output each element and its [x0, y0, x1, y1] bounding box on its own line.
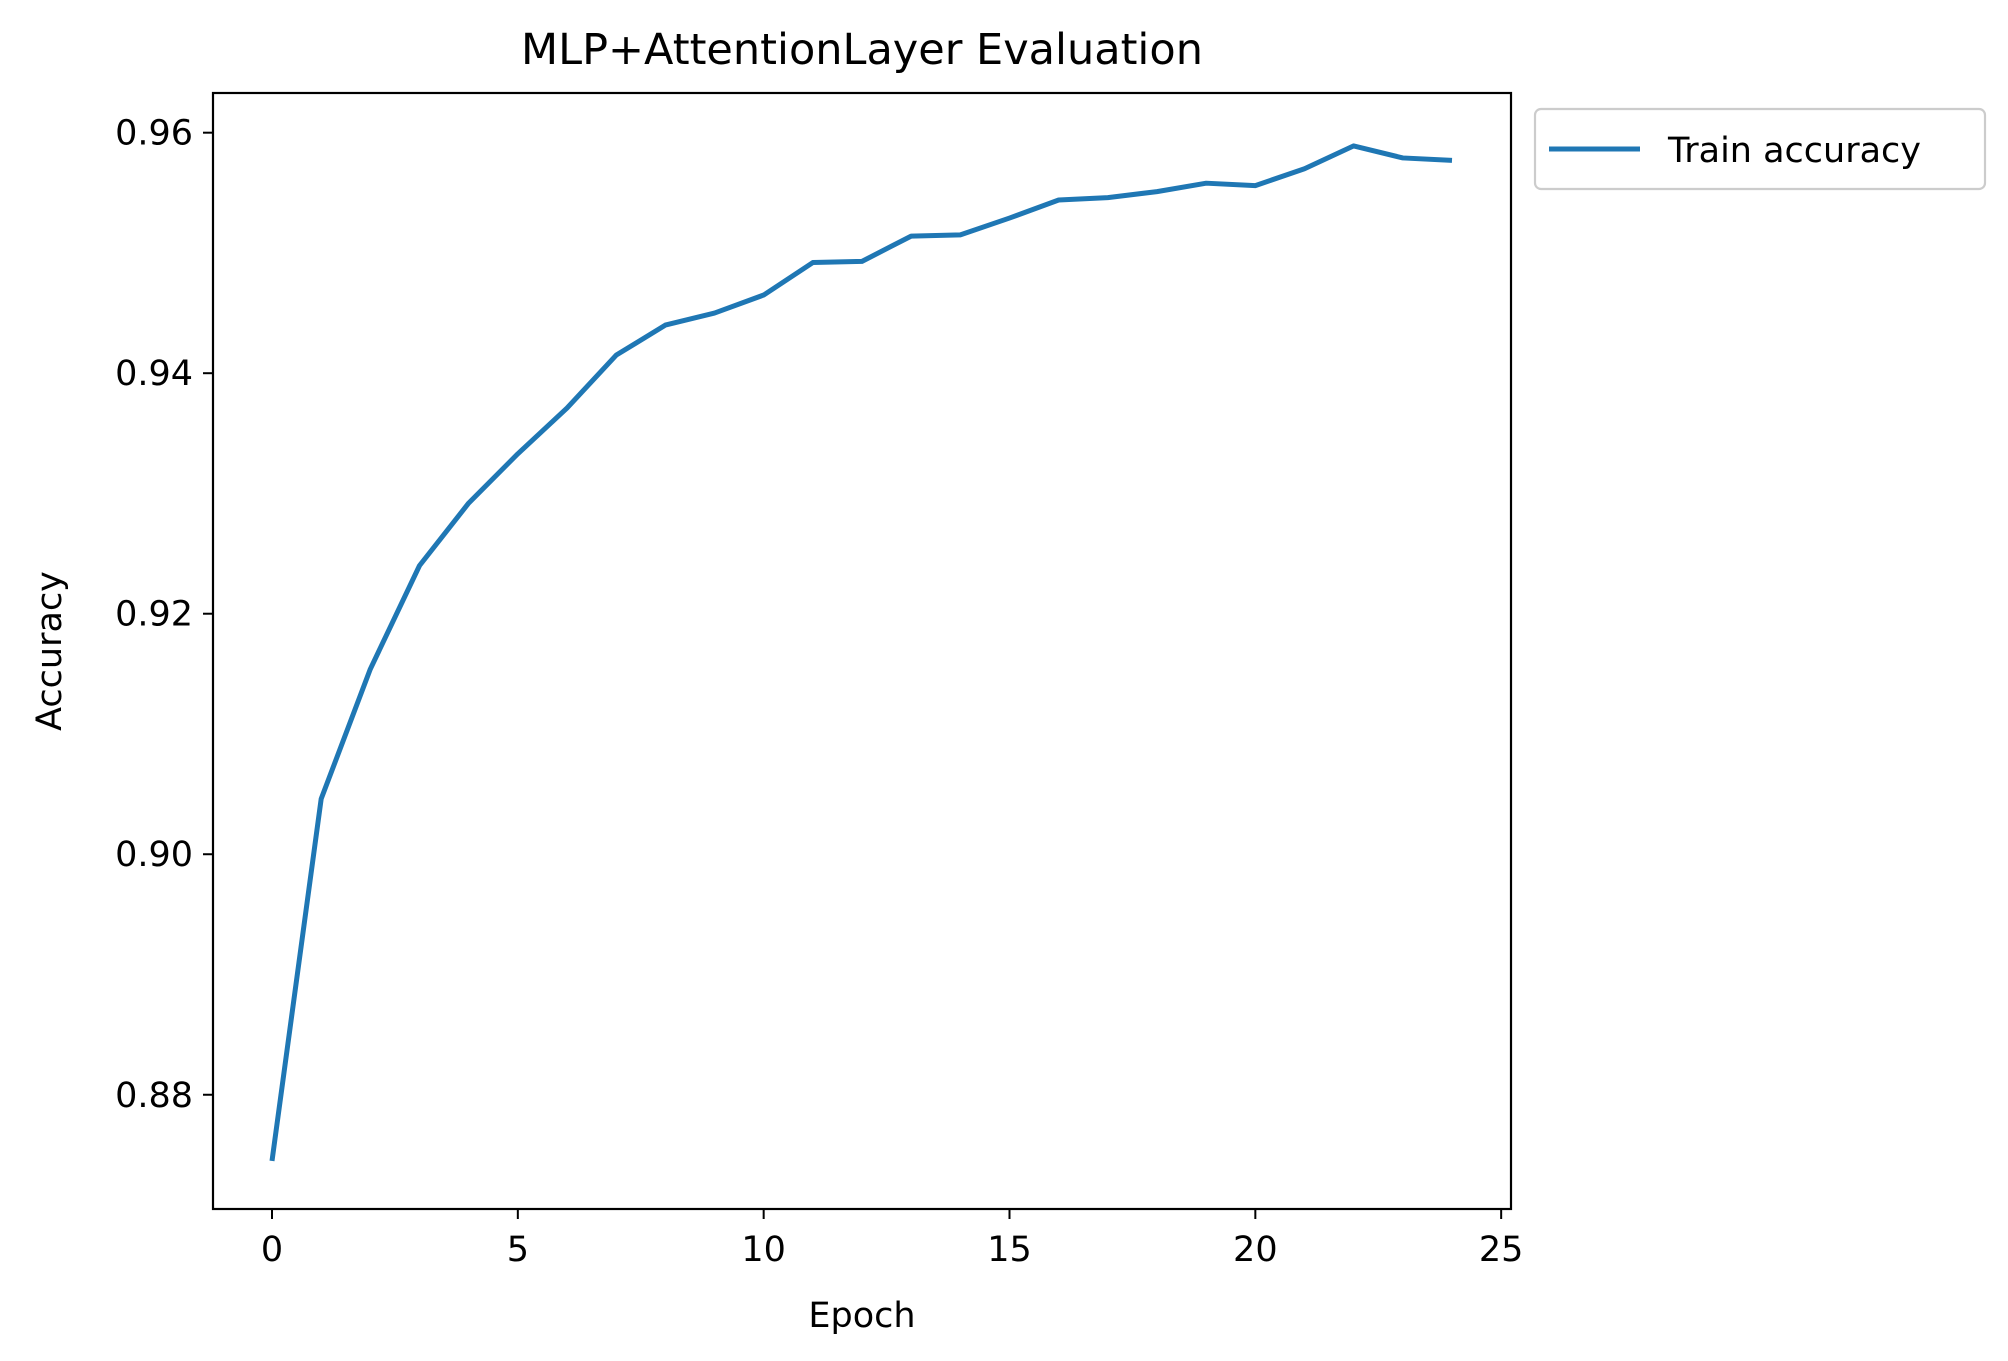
x-tick-label: 10	[741, 1230, 786, 1270]
series-line-train-accuracy	[269, 143, 1453, 1162]
x-tick-label: 25	[1479, 1230, 1524, 1270]
x-tick-label: 20	[1233, 1230, 1278, 1270]
y-axis-label: Accuracy	[30, 571, 70, 731]
series-layer	[269, 143, 1453, 1162]
y-tick-label: 0.90	[115, 835, 193, 875]
y-tick-label: 0.94	[115, 354, 193, 394]
legend-label-train-accuracy: Train accuracy	[1667, 131, 1921, 171]
plot-area	[211, 91, 1513, 1211]
chart-title: MLP+AttentionLayer Evaluation	[521, 25, 1203, 75]
x-tick-label: 5	[507, 1230, 529, 1270]
x-axis-label: Epoch	[808, 1296, 915, 1336]
y-tick-label: 0.96	[115, 114, 193, 154]
x-axis-ticks: 0 5 10 15 20 25	[261, 1209, 1524, 1270]
legend-box	[1533, 107, 1987, 191]
y-axis-ticks: 0.88 0.90 0.92 0.94 0.96	[115, 114, 213, 1116]
x-tick-label: 0	[261, 1230, 283, 1270]
y-tick-label: 0.92	[115, 595, 193, 635]
y-tick-label: 0.88	[115, 1076, 193, 1116]
x-tick-label: 15	[987, 1230, 1032, 1270]
plot-frame	[211, 91, 1513, 1211]
legend: Train accuracy	[1533, 107, 1987, 191]
